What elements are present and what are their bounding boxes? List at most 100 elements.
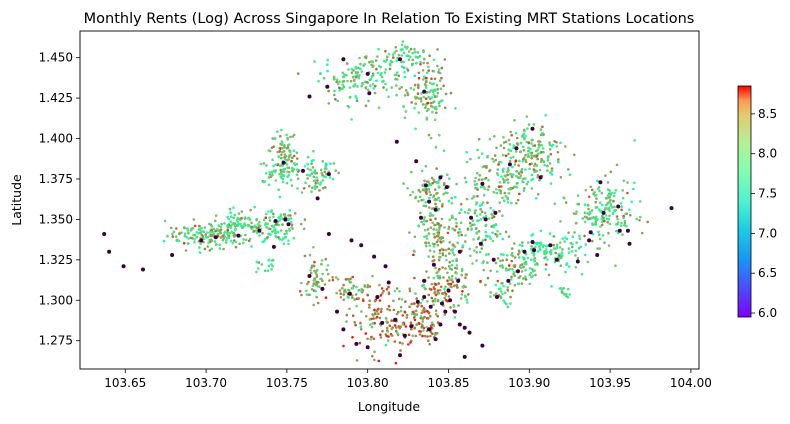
rent-point — [244, 238, 248, 242]
mrt-station-point — [601, 210, 606, 215]
rent-point — [278, 150, 282, 153]
rent-point — [427, 107, 430, 111]
rent-point — [373, 299, 377, 303]
rent-point — [506, 305, 510, 309]
rent-point — [435, 205, 438, 209]
rent-point — [633, 139, 636, 142]
rent-point — [390, 60, 394, 64]
rent-point — [283, 213, 287, 216]
rent-point — [501, 264, 504, 267]
rent-point — [171, 232, 174, 236]
mrt-station-point — [141, 267, 145, 272]
rent-point — [282, 242, 286, 246]
rent-point — [530, 173, 534, 177]
rent-point — [567, 231, 570, 234]
rent-point — [356, 85, 359, 88]
rent-point — [433, 180, 437, 184]
rent-point — [506, 167, 510, 170]
rent-point — [338, 289, 342, 292]
rent-point — [299, 222, 303, 226]
rent-point — [171, 235, 175, 238]
rent-point — [530, 142, 533, 145]
rent-point — [532, 254, 536, 257]
rent-point — [314, 283, 318, 287]
rent-point — [419, 62, 422, 66]
rent-point — [282, 170, 286, 173]
rent-point — [409, 321, 413, 325]
rent-point — [346, 277, 350, 281]
rent-point — [380, 287, 384, 290]
rent-point — [365, 81, 369, 84]
rent-point — [422, 326, 426, 330]
rent-point — [193, 224, 197, 228]
rent-point — [420, 323, 424, 326]
rent-point — [532, 168, 536, 171]
rent-point — [506, 285, 510, 289]
rent-point — [248, 218, 252, 221]
rent-point — [281, 150, 284, 154]
rent-point — [341, 71, 345, 75]
rent-point — [578, 234, 581, 238]
rent-point — [521, 159, 525, 163]
rent-point — [399, 305, 403, 309]
rent-point — [608, 192, 611, 195]
rent-point — [450, 268, 454, 271]
rent-point — [184, 249, 188, 252]
rent-point — [466, 227, 470, 231]
rent-point — [446, 271, 449, 275]
rent-point — [353, 78, 356, 82]
mrt-station-point — [427, 327, 432, 332]
colorbar-tick-label: 7.5 — [758, 187, 777, 201]
mrt-station-point — [483, 217, 488, 222]
rent-point — [587, 207, 590, 211]
rent-point — [563, 240, 566, 243]
rent-point — [502, 253, 505, 256]
rent-point — [355, 304, 359, 308]
rent-point — [326, 63, 329, 66]
rent-point — [358, 56, 361, 60]
rent-point — [300, 191, 304, 194]
rent-point — [455, 267, 459, 270]
rent-point — [527, 241, 530, 244]
rent-point — [403, 70, 406, 74]
rent-point — [308, 173, 312, 177]
rent-point — [414, 292, 417, 295]
rent-point — [498, 201, 502, 204]
rent-point — [424, 86, 428, 90]
rent-point — [513, 256, 517, 259]
rent-point — [390, 327, 394, 331]
rent-point — [444, 285, 447, 289]
rent-point — [368, 60, 371, 64]
rent-point — [464, 273, 468, 276]
rent-point — [548, 141, 551, 144]
rent-point — [350, 118, 353, 121]
rent-point — [544, 263, 548, 266]
rent-point — [289, 221, 293, 224]
rent-point — [315, 275, 319, 278]
rent-point — [548, 162, 552, 165]
rent-point — [438, 104, 441, 108]
rent-point — [521, 241, 524, 244]
rent-point — [453, 316, 457, 319]
rent-point — [510, 247, 514, 250]
rent-point — [503, 191, 507, 195]
rent-point — [358, 341, 362, 345]
rent-point — [268, 149, 272, 153]
rent-point — [424, 106, 427, 109]
rent-point — [379, 294, 383, 297]
rent-point — [479, 213, 482, 216]
rent-point — [366, 293, 370, 297]
x-axis-label: Longitude — [358, 399, 420, 414]
x-tick-label: 103.95 — [589, 376, 631, 390]
rent-point — [422, 50, 425, 54]
rent-point — [351, 294, 354, 297]
rent-point — [517, 256, 521, 259]
y-tick-label: 1.325 — [39, 253, 73, 267]
rent-point — [413, 235, 417, 239]
rent-point — [324, 186, 327, 189]
rent-point — [283, 158, 287, 161]
rent-point — [526, 180, 530, 184]
rent-point — [342, 298, 346, 302]
rent-point — [444, 248, 448, 252]
rent-point — [604, 206, 607, 210]
